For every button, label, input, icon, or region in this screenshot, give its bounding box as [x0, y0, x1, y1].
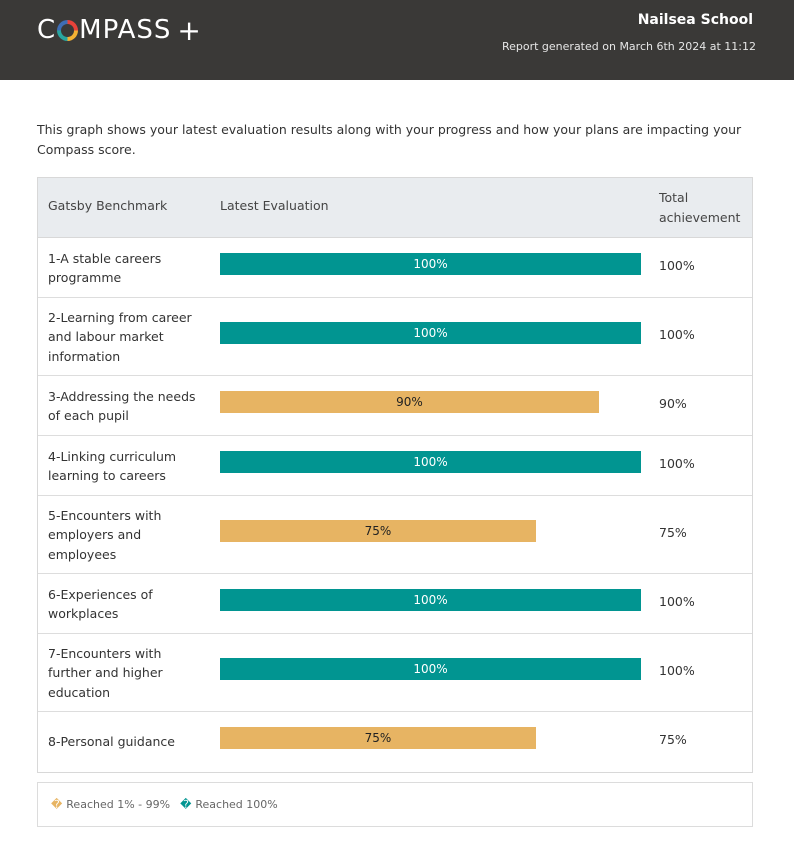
bar-track: 100% [220, 589, 641, 611]
total-achievement: 100% [659, 327, 695, 342]
column-header-total-achievement: Total achievement [659, 190, 741, 225]
compass-ring-icon [57, 19, 79, 41]
bar-track: 100% [220, 322, 641, 344]
evaluation-bar: 100% [220, 589, 641, 611]
benchmark-label: 7-Encounters with further and higher edu… [48, 645, 163, 700]
bar-value-label: 100% [413, 455, 448, 469]
table-body: 1-A stable careers programme 100% 100% 2-Le… [38, 238, 752, 772]
legend-marker-icon: � [51, 798, 63, 811]
total-achievement: 100% [659, 456, 695, 471]
bar-track: 100% [220, 451, 641, 473]
legend-item-partial: � Reached 1% - 99% [51, 798, 170, 811]
benchmark-label: 8-Personal guidance [48, 734, 175, 750]
bar-track: 100% [220, 658, 641, 680]
total-achievement: 90% [659, 396, 687, 411]
legend-item-full: � Reached 100% [180, 798, 278, 811]
benchmark-label: 6-Experiences of workplaces [48, 586, 153, 622]
bar-track: 100% [220, 253, 641, 275]
total-achievement: 75% [659, 525, 687, 540]
evaluation-bar: 75% [220, 727, 536, 749]
bar-value-label: 75% [364, 731, 392, 745]
benchmark-label: 3-Addressing the needs of each pupil [48, 388, 196, 424]
table-row: 7-Encounters with further and higher edu… [38, 634, 752, 712]
legend-label: Reached 100% [195, 798, 278, 811]
report-header: C MPASS + Nailsea School Report generate… [0, 0, 794, 80]
bar-value-label: 75% [364, 524, 392, 538]
evaluation-bar: 75% [220, 520, 536, 542]
benchmark-label: 5-Encounters with employers and employee… [48, 507, 162, 562]
bar-value-label: 100% [413, 257, 448, 271]
total-achievement: 100% [659, 594, 695, 609]
table-row: 6-Experiences of workplaces 100% 100% [38, 574, 752, 634]
table-row: 1-A stable careers programme 100% 100% [38, 238, 752, 298]
bar-value-label: 100% [413, 662, 448, 676]
bar-value-label: 100% [413, 326, 448, 340]
benchmark-label: 1-A stable careers programme [48, 250, 162, 286]
benchmark-label: 4-Linking curriculum learning to careers [48, 448, 177, 484]
evaluation-bar: 100% [220, 322, 641, 344]
legend-marker-icon: � [180, 798, 192, 811]
bar-track: 90% [220, 391, 641, 413]
evaluation-bar: 100% [220, 451, 641, 473]
logo-text-start: C [37, 15, 57, 45]
report-timestamp: Report generated on March 6th 2024 at 11… [501, 40, 756, 53]
legend-label: Reached 1% - 99% [66, 798, 171, 811]
intro-text: This graph shows your latest evaluation … [37, 122, 742, 157]
table-row: 8-Personal guidance 75% 75% [38, 712, 752, 772]
logo-plus: + [177, 13, 202, 47]
table-row: 5-Encounters with employers and employee… [38, 496, 752, 574]
bar-value-label: 90% [396, 395, 423, 409]
bar-track: 75% [220, 727, 641, 749]
benchmark-table: Gatsby Benchmark Latest Evaluation Total… [37, 177, 753, 773]
school-name: Nailsea School [637, 12, 753, 28]
column-header-latest-evaluation: Latest Evaluation [220, 198, 329, 213]
total-achievement: 100% [659, 663, 695, 678]
total-achievement: 100% [659, 258, 695, 273]
logo-text-end: MPASS [79, 15, 172, 45]
total-achievement: 75% [659, 732, 687, 747]
bar-value-label: 100% [413, 593, 448, 607]
chart-legend: � Reached 1% - 99% � Reached 100% [37, 782, 753, 827]
bar-track: 75% [220, 520, 641, 542]
evaluation-bar: 100% [220, 658, 641, 680]
benchmark-label: 2-Learning from career and labour market… [48, 309, 192, 364]
evaluation-bar: 100% [220, 253, 641, 275]
column-header-benchmark: Gatsby Benchmark [48, 198, 168, 213]
table-row: 4-Linking curriculum learning to careers… [38, 436, 752, 496]
table-row: 3-Addressing the needs of each pupil 90% 9… [38, 376, 752, 436]
evaluation-bar: 90% [220, 391, 599, 413]
table-header: Gatsby Benchmark Latest Evaluation Total… [38, 178, 752, 238]
table-row: 2-Learning from career and labour market… [38, 298, 752, 376]
compass-logo: C MPASS + [37, 13, 202, 47]
